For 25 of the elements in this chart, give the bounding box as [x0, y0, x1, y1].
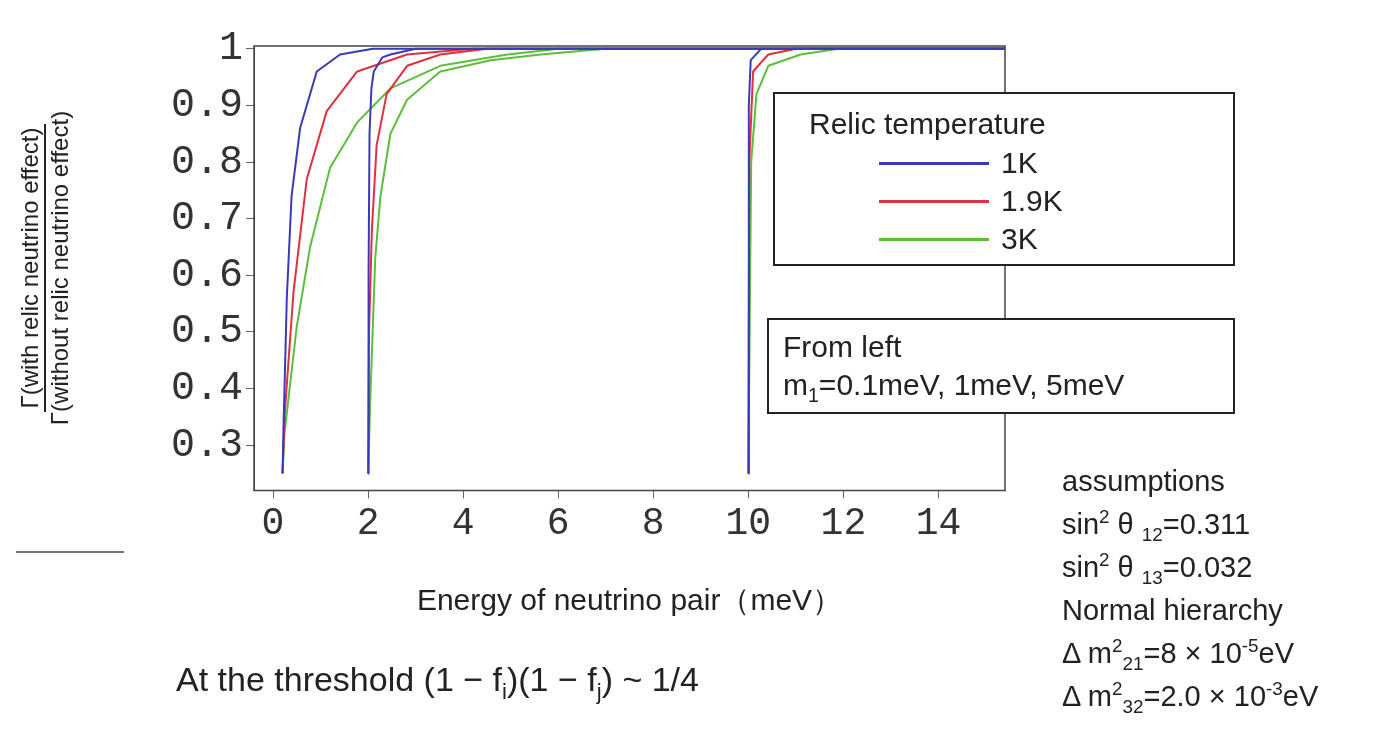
x-tick-label: 12 — [820, 502, 867, 546]
legend-label: 1K — [1001, 146, 1038, 180]
y-tick-label: 0.3 — [171, 422, 244, 468]
y-tick-label: 0.4 — [171, 366, 244, 412]
x-tick-label: 4 — [451, 502, 475, 546]
x-tick-label: 10 — [725, 502, 772, 546]
y-tick-label: 0.6 — [171, 252, 244, 298]
x-tick-label: 0 — [261, 502, 285, 546]
y-tick-label: 0.8 — [171, 139, 244, 185]
x-tick-label: 14 — [915, 502, 962, 546]
x-axis-title: Energy of neutrino pair（meV） — [416, 582, 843, 619]
y-axis-title: Γ(with relic neutrino effect) Γ(without relic neutrino effect) — [16, 110, 74, 428]
x-tick-label: 2 — [356, 502, 380, 546]
legend-title: Relic temperature — [809, 106, 1047, 142]
y-tick-label: 1 — [219, 26, 244, 72]
text: At the threshold (1 − f$_{i}$)(1 − f$_{j}$) ~ 1/4 — [176, 660, 699, 704]
legend-label: 3K — [1001, 222, 1038, 256]
note-box: From left m$_{1}$=0.1meV, 1meV, 5meV — [767, 318, 1235, 414]
y-tick-label: 0.9 — [171, 83, 244, 129]
x-tick-label: 6 — [546, 502, 570, 546]
x-tick-label: 8 — [641, 502, 665, 546]
legend-label: 1.9K — [1001, 184, 1063, 218]
y-tick-label: 0.7 — [171, 196, 244, 242]
y-tick-label: 0.5 — [171, 309, 244, 355]
text: assumptions sin$^{2}$ θ $_{12}$=0.311 sin$^{2}$ θ $_{13}$=0.032 Normal hierarchy Δ m$^{2}$$_{21}$=8 × 10$^{-5}$eV Δ m$^{2}$$_{32}$=2.0 × 10$^{-3}$eV — [1062, 465, 1319, 717]
